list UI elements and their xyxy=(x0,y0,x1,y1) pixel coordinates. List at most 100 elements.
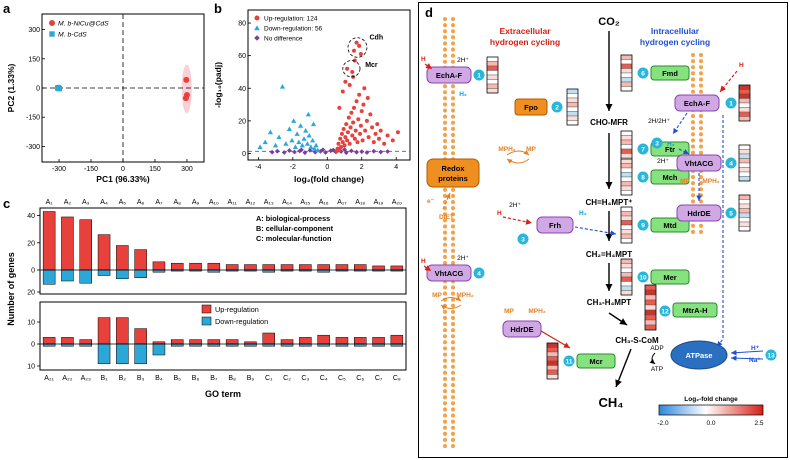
top-axes-box xyxy=(39,207,407,295)
legend-label: M. b-NiCu@CdS xyxy=(58,21,109,28)
up-bar xyxy=(262,264,275,271)
h-label: H xyxy=(421,258,426,265)
x-tick-label: -4 xyxy=(255,164,261,171)
colorbar-min: -2.0 xyxy=(657,420,669,427)
up-point xyxy=(373,131,378,136)
x-axis-label: PC1 (96.33%) xyxy=(96,174,150,184)
up-point xyxy=(337,105,342,110)
frh-label: Frh xyxy=(549,221,562,230)
up-point xyxy=(363,128,368,133)
ftr-label: Ftr xyxy=(665,145,675,154)
mp-cycle-arrow xyxy=(506,149,530,156)
h-plus-arrow xyxy=(730,349,764,356)
ch4-label: CH₄ xyxy=(599,395,624,410)
up-point xyxy=(342,143,347,148)
top-category-label: A₄ xyxy=(100,199,108,206)
mtd-heatmap xyxy=(620,206,633,244)
down-point xyxy=(313,142,319,148)
up-point xyxy=(347,141,352,146)
down-point xyxy=(310,121,317,127)
legend-marker xyxy=(254,15,260,21)
badge-9-number: 9 xyxy=(641,222,645,229)
h-label: H xyxy=(497,210,502,217)
up-point xyxy=(358,123,363,128)
bottom-category-label: A₂₂ xyxy=(62,375,72,382)
top-category-label: A₂ xyxy=(64,199,72,206)
down-bar xyxy=(116,269,129,280)
up-bar xyxy=(42,337,56,345)
mp-label: MP xyxy=(680,178,690,185)
intracellular-heading: hydrogen cycling xyxy=(640,37,710,47)
nodiff-point xyxy=(274,148,280,154)
x-tick-label: 4 xyxy=(394,164,398,171)
up-point xyxy=(350,69,355,74)
up-point xyxy=(370,125,375,130)
nodiff-point xyxy=(371,148,377,154)
x-tick-label: 0 xyxy=(121,166,125,173)
vhtacg-right-label: VhtACG xyxy=(685,159,714,168)
echaf-left-label: EchA-F xyxy=(436,71,463,80)
bottom-category-label: B₂ xyxy=(119,375,127,382)
legend-label: Down-regulation xyxy=(215,317,268,326)
pca-scatter-plot: -300 -150 0 150 300 -300 -150 0 150 300 M. b-NiCu@… xyxy=(6,13,205,184)
mer-label: Mer xyxy=(663,273,676,282)
down-bar xyxy=(79,269,92,284)
h-arrow-frh xyxy=(502,216,533,225)
data-point xyxy=(55,85,61,91)
echaf-left-heatmap xyxy=(486,56,499,94)
legend-marker xyxy=(49,20,55,26)
up-point xyxy=(395,130,400,135)
bottom-category-label: C₄ xyxy=(320,375,328,382)
h2-arrow-frh-mtd xyxy=(574,226,617,236)
2h-plus-label: 2H⁺ xyxy=(657,158,669,165)
colorbar-max: 2.5 xyxy=(754,420,763,427)
up-point xyxy=(355,140,360,145)
up-point xyxy=(378,128,383,133)
legend-marker xyxy=(49,31,55,37)
up-bar xyxy=(61,216,74,271)
down-point xyxy=(257,144,263,149)
up-point xyxy=(362,86,367,91)
y-tick-label: 0 xyxy=(36,86,40,93)
legend-marker xyxy=(254,25,260,31)
nodiff-point xyxy=(281,150,287,155)
nodiff-point xyxy=(317,148,323,154)
bottom-category-label: C₂ xyxy=(283,375,291,382)
y-tick-label: 20 xyxy=(27,290,35,297)
bottom-category-label: B₅ xyxy=(174,375,182,382)
up-bar xyxy=(42,211,56,271)
fmd-heatmap xyxy=(620,54,633,92)
badge-12 xyxy=(659,305,671,317)
bottom-category-label: B₄ xyxy=(155,375,163,382)
up-bar xyxy=(280,339,294,345)
redox-proteins-label: proteins xyxy=(438,174,468,183)
adp-atp-arrow xyxy=(649,352,656,365)
up-bar xyxy=(79,339,92,345)
badge-7-number: 7 xyxy=(641,146,645,153)
top-category-label: A₁ xyxy=(46,199,54,206)
up-point xyxy=(343,135,348,140)
up-point xyxy=(340,89,345,94)
hdr-right-heatmap xyxy=(738,194,751,232)
mph2-label: MPH₂ xyxy=(528,308,545,315)
go-category-note: C: molecular-function xyxy=(256,234,331,243)
h-arrow-echaf-left xyxy=(424,63,433,70)
down-point xyxy=(308,144,314,149)
echaf-left-box xyxy=(426,66,472,84)
nodiff-point xyxy=(343,150,349,156)
panel-d-label: d xyxy=(425,5,433,20)
fmd-box xyxy=(650,65,690,81)
down-bar xyxy=(116,343,129,365)
down-point xyxy=(291,118,297,123)
up-bar xyxy=(207,262,221,271)
nodiff-point xyxy=(269,149,275,155)
legend-label: No difference xyxy=(264,35,303,42)
top-category-label: A₁₆ xyxy=(319,199,329,206)
legend-label: Up-regulation: 124 xyxy=(264,15,318,22)
up-point xyxy=(339,144,344,149)
up-bar xyxy=(134,249,147,271)
data-point xyxy=(182,95,189,102)
fpo-label: Fpo xyxy=(524,103,538,112)
mp-label: MP xyxy=(504,308,514,315)
